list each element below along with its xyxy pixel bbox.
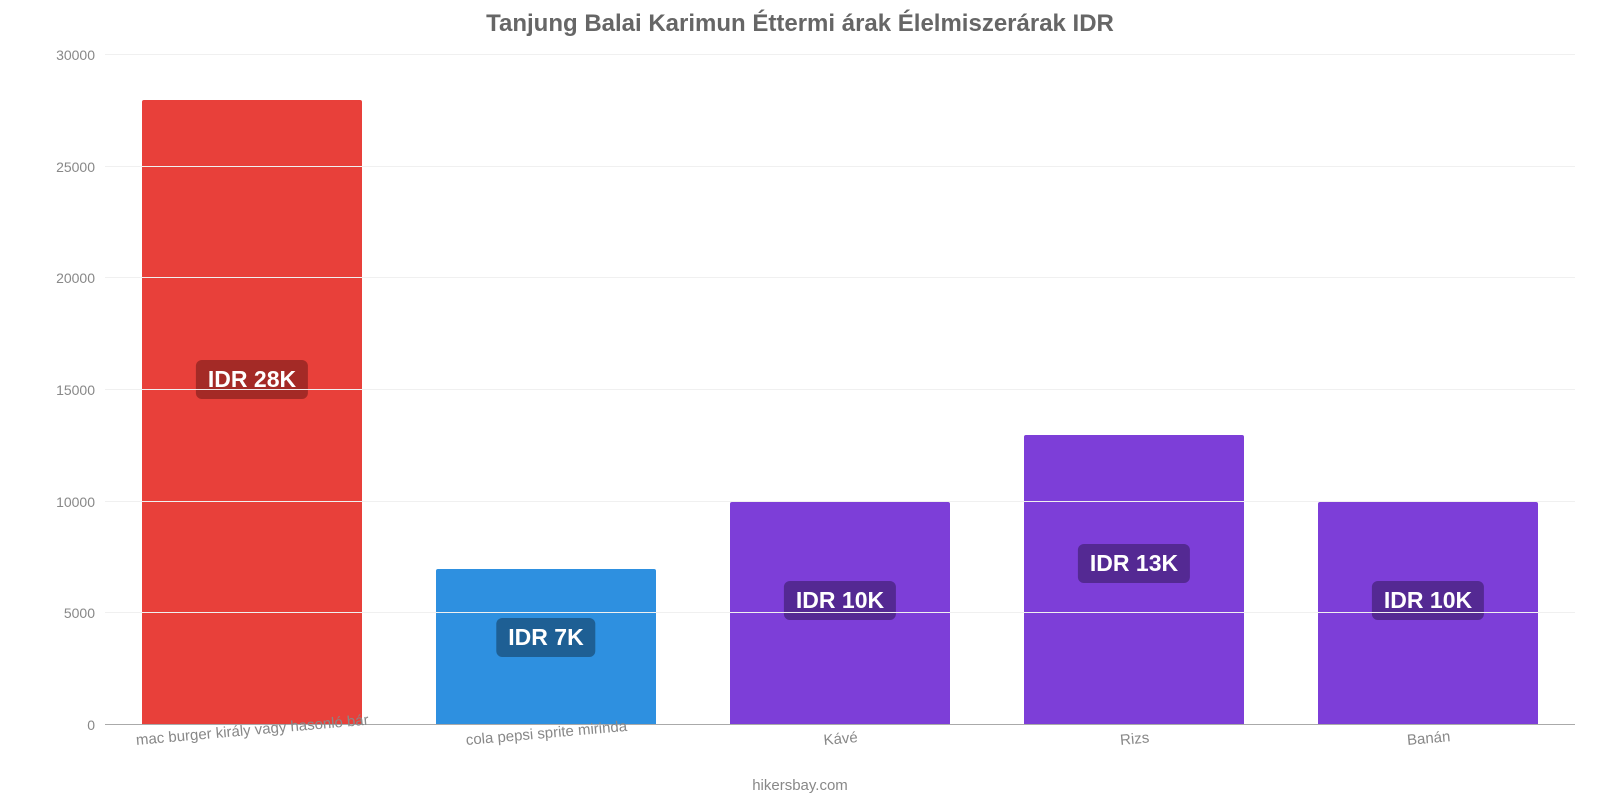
bar-slot: IDR 28K — [105, 55, 399, 725]
y-tick-label: 10000 — [56, 494, 105, 510]
plot-area: IDR 28KIDR 7KIDR 10KIDR 13KIDR 10K 05000… — [105, 55, 1575, 725]
x-label-slot: mac burger király vagy hasonló bár — [105, 732, 399, 772]
bar-value-label: IDR 10K — [1372, 581, 1484, 620]
grid-line — [105, 166, 1575, 167]
x-tick-label: Kávé — [823, 729, 859, 749]
bar — [142, 100, 363, 725]
x-axis-labels: mac burger király vagy hasonló bárcola p… — [105, 732, 1575, 772]
grid-line — [105, 389, 1575, 390]
bar-slot: IDR 7K — [399, 55, 693, 725]
y-tick-label: 25000 — [56, 159, 105, 175]
x-tick-label: Rizs — [1119, 729, 1150, 748]
x-label-slot: Kávé — [693, 732, 987, 772]
y-tick-label: 15000 — [56, 382, 105, 398]
bar-value-label: IDR 13K — [1078, 544, 1190, 583]
chart-title: Tanjung Balai Karimun Éttermi árak Élelm… — [0, 10, 1600, 38]
x-label-slot: cola pepsi sprite mirinda — [399, 732, 693, 772]
bars-container: IDR 28K IDR 7K IDR 10K IDR 13K IDR 10K — [105, 55, 1575, 725]
bar-value-label: IDR 7K — [496, 618, 595, 657]
y-tick-label: 30000 — [56, 47, 105, 63]
grid-line — [105, 277, 1575, 278]
x-label-slot: Rizs — [987, 732, 1281, 772]
bar-slot: IDR 10K — [693, 55, 987, 725]
price-bar-chart: Tanjung Balai Karimun Éttermi árak Élelm… — [0, 0, 1600, 800]
bar-slot: IDR 13K — [987, 55, 1281, 725]
x-tick-label: Banán — [1406, 728, 1451, 749]
bar-value-label: IDR 28K — [196, 360, 308, 399]
y-tick-label: 0 — [87, 717, 105, 733]
grid-line — [105, 612, 1575, 613]
bar-slot: IDR 10K — [1281, 55, 1575, 725]
credit-text: hikersbay.com — [752, 777, 848, 794]
x-label-slot: Banán — [1281, 732, 1575, 772]
y-tick-label: 20000 — [56, 270, 105, 286]
y-tick-label: 5000 — [64, 605, 105, 621]
grid-line — [105, 501, 1575, 502]
grid-line — [105, 54, 1575, 55]
bar-value-label: IDR 10K — [784, 581, 896, 620]
